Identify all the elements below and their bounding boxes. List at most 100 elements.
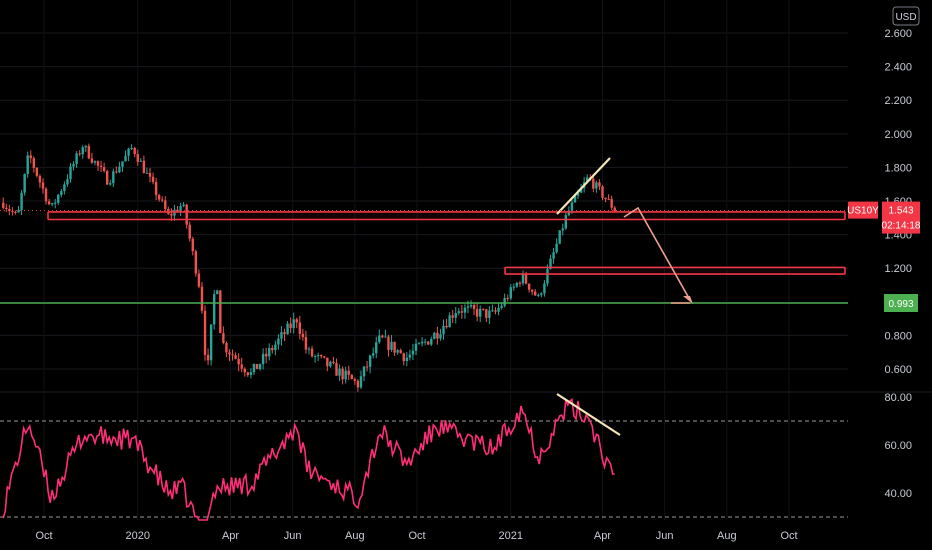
candle [264,347,268,364]
candle [271,345,274,354]
price-tags: USD US10Y 1.543 02:14:18 0.993 [0,6,921,312]
candle-body [93,161,97,163]
support-price-label: 0.993 [888,299,913,310]
candle-body [157,195,161,200]
candle-body [313,356,317,358]
rsi-tick-label: 60.00 [884,440,912,452]
candle [164,196,167,211]
candle-body [506,297,509,299]
candle [130,144,133,151]
candle-body [595,182,598,189]
candle [99,160,103,173]
candle-body [329,361,332,367]
candle-body [396,350,399,353]
candle [44,187,48,205]
candle [188,221,191,242]
candle-body [292,319,295,329]
drawings-layer[interactable] [0,157,848,436]
candle [133,146,136,158]
candle-body [442,325,445,335]
candle [469,300,473,309]
candle-body [356,380,360,388]
candle-body [32,158,36,168]
candle [96,160,100,171]
candle [75,151,78,168]
candle-body [482,308,485,310]
candle-body [402,353,405,362]
candle [249,368,253,379]
rsi-tick-label: 80.00 [884,392,912,404]
candle-body [11,210,14,212]
candle [515,281,519,288]
candle-body [280,332,283,339]
candle-body [200,286,204,311]
candle-body [188,224,191,239]
candle-body [350,374,353,380]
candle-body [359,376,363,388]
price-tick-label: 1.200 [884,263,912,275]
candle [47,199,51,206]
candle-body [47,201,51,205]
candle-body [17,209,20,213]
candle-body [601,186,604,198]
candle-body [209,324,213,361]
candle [72,161,75,171]
candle-body [503,297,506,306]
candle [38,174,42,188]
candle [179,202,182,217]
candle-body [448,315,451,328]
candle [408,349,412,361]
candle [231,349,234,361]
candle-body [420,341,424,344]
candle [482,308,485,311]
candle [200,281,204,314]
candle-body [243,368,246,373]
candle-body [472,305,476,309]
candle-body [530,289,534,292]
candle [543,280,546,297]
candle-body [255,363,259,370]
candle-body [469,305,473,307]
candle-body [112,171,115,184]
candle-body [338,368,341,376]
candle [161,196,164,203]
candle-body [124,155,127,162]
candle [494,307,497,315]
candle [353,377,357,385]
candle [540,292,543,298]
candle [54,199,57,209]
candle [237,353,240,372]
candle [219,289,222,334]
candle [136,149,139,166]
candle [280,326,283,346]
rsi-tick-label: 40.00 [884,488,912,500]
currency-badge[interactable]: USD [892,6,920,26]
candle-body [246,372,250,376]
candle-body [326,357,329,367]
candle-body [460,311,464,313]
candle-body [20,192,23,210]
candle [255,363,259,370]
candle [527,283,531,293]
candle [604,197,607,203]
last-price-label: 1.543 [888,206,913,217]
candle [90,152,94,164]
time-tick-label: Apr [594,530,611,542]
candle-body [304,337,308,350]
candle [243,367,246,377]
candle [157,193,161,202]
time-tick-label: Jun [656,530,674,542]
candle-body [234,355,237,359]
candle [610,195,613,211]
candle [11,207,14,216]
candle-body [29,155,32,159]
candle-body [433,332,436,339]
candle [50,202,54,207]
candle-body [344,370,347,380]
candle [5,203,8,212]
candle [203,305,207,361]
last-price-tag [882,201,920,234]
countdown-label: 02:14:18 [882,221,921,232]
time-tick-label: Aug [717,530,737,542]
